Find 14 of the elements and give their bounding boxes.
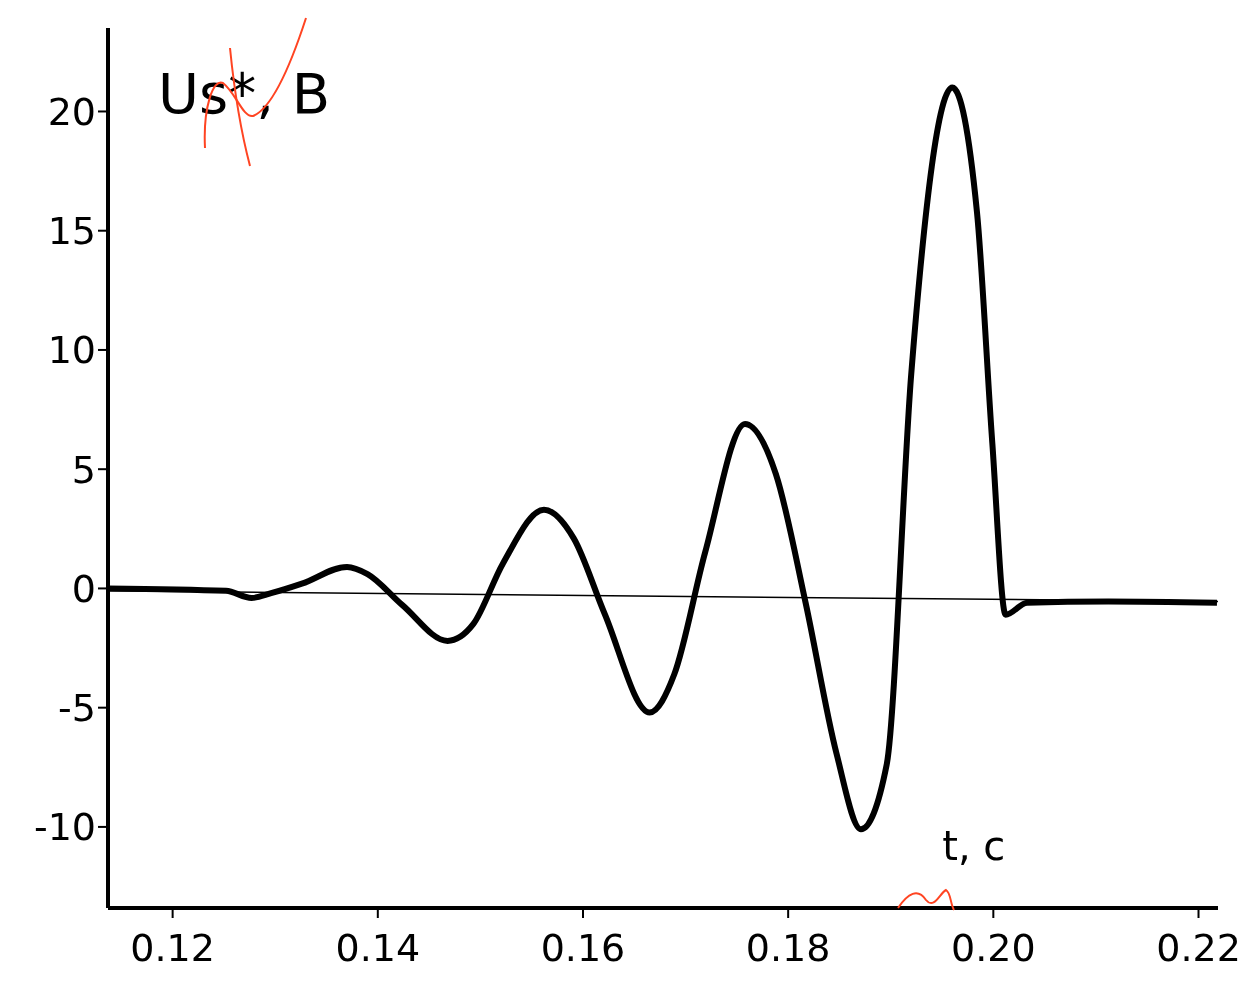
y-tick-label: -5 xyxy=(58,686,96,731)
x-tick-label: 0.12 xyxy=(130,925,215,970)
y-tick-label: -10 xyxy=(33,805,96,850)
y-tick-label: 15 xyxy=(47,209,96,254)
y-tick-label: 10 xyxy=(47,328,96,373)
x-tick-label: 0.16 xyxy=(540,925,626,970)
x-tick-label: 0.18 xyxy=(745,925,831,970)
x-axis-title: t, c xyxy=(942,823,1006,869)
y-tick-label: 5 xyxy=(71,447,96,492)
x-tick-label: 0.14 xyxy=(335,925,421,970)
y-tick-label: 0 xyxy=(71,566,96,611)
x-tick-label: 0.22 xyxy=(1156,925,1241,970)
y-tick-label: 20 xyxy=(47,89,96,134)
x-tick-label: 0.20 xyxy=(951,925,1036,970)
